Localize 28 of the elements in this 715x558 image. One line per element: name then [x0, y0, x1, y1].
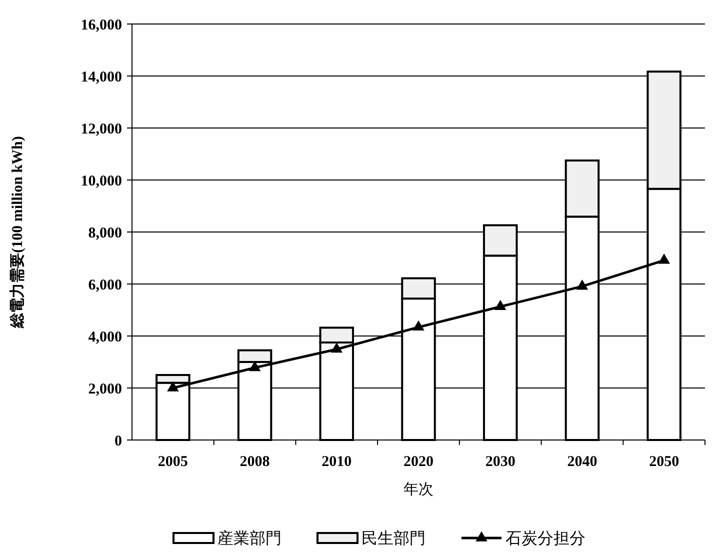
x-tick-label: 2008: [240, 454, 270, 470]
y-tick-label: 14,000: [80, 69, 122, 86]
x-axis-title: 年次: [404, 481, 434, 498]
point: [248, 360, 261, 372]
legend-label: 民生部門: [362, 530, 426, 548]
point: [167, 381, 179, 392]
y-tick-label: 6,000: [88, 277, 122, 294]
y-axis-title: 総電力需要(100 million kWh): [9, 136, 26, 329]
legend-label: 産業部門: [218, 530, 282, 548]
y-tick-label: 16,000: [80, 17, 122, 34]
x-tick-label: 2050: [649, 454, 680, 470]
y-tick-label: 12,000: [80, 121, 122, 138]
x-tick-label: 2020: [404, 454, 434, 470]
point: [412, 320, 424, 331]
y-tick-label: 4,000: [88, 329, 122, 346]
x-tick-label: 2030: [485, 454, 516, 470]
point: [330, 342, 343, 353]
y-tick-label: 2,000: [88, 381, 122, 398]
point: [494, 300, 506, 310]
y-tick-label: 0: [114, 433, 122, 450]
legend-label: 石炭分担分: [506, 530, 586, 548]
point: [658, 254, 670, 264]
y-tick-label: 8,000: [88, 225, 122, 242]
point: [576, 280, 588, 290]
x-tick-label: 2005: [158, 454, 188, 470]
x-tick-label: 2040: [567, 454, 598, 470]
x-tick-label: 2010: [322, 454, 352, 470]
y-tick-label: 10,000: [80, 173, 122, 190]
